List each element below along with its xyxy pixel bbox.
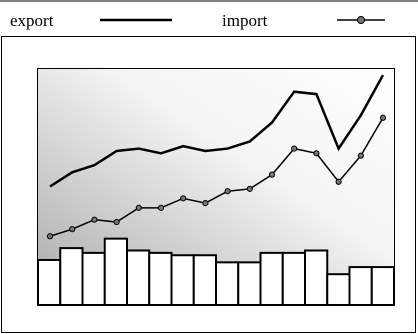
bar bbox=[304, 249, 329, 307]
marker bbox=[135, 204, 142, 211]
marker bbox=[113, 218, 120, 226]
marker bbox=[46, 233, 54, 240]
marker bbox=[268, 171, 276, 178]
bar bbox=[281, 251, 306, 306]
bar bbox=[259, 251, 284, 306]
bar bbox=[81, 251, 106, 306]
bar bbox=[170, 254, 195, 306]
marker bbox=[291, 145, 298, 152]
line bbox=[49, 74, 385, 188]
bar bbox=[103, 237, 128, 306]
bar bbox=[37, 258, 62, 306]
bar bbox=[237, 261, 262, 306]
marker bbox=[157, 204, 165, 211]
bar bbox=[126, 249, 151, 307]
chart-frame bbox=[1, 36, 416, 333]
legend-marker bbox=[357, 16, 365, 24]
line bbox=[49, 117, 384, 237]
bar bbox=[326, 273, 351, 307]
bar bbox=[148, 251, 173, 306]
marker bbox=[335, 178, 342, 185]
marker bbox=[246, 185, 253, 192]
bar bbox=[370, 266, 395, 306]
marker bbox=[313, 150, 320, 157]
marker bbox=[224, 188, 231, 195]
marker bbox=[180, 195, 187, 202]
bar bbox=[348, 266, 373, 306]
bar bbox=[215, 261, 240, 306]
marker bbox=[69, 226, 76, 233]
bar bbox=[59, 247, 84, 306]
marker bbox=[91, 216, 98, 223]
marker bbox=[379, 114, 387, 121]
bar bbox=[192, 254, 217, 306]
marker bbox=[202, 199, 209, 207]
legend-label: import bbox=[222, 11, 268, 30]
marker bbox=[357, 152, 364, 159]
legend-label: export bbox=[10, 11, 54, 30]
